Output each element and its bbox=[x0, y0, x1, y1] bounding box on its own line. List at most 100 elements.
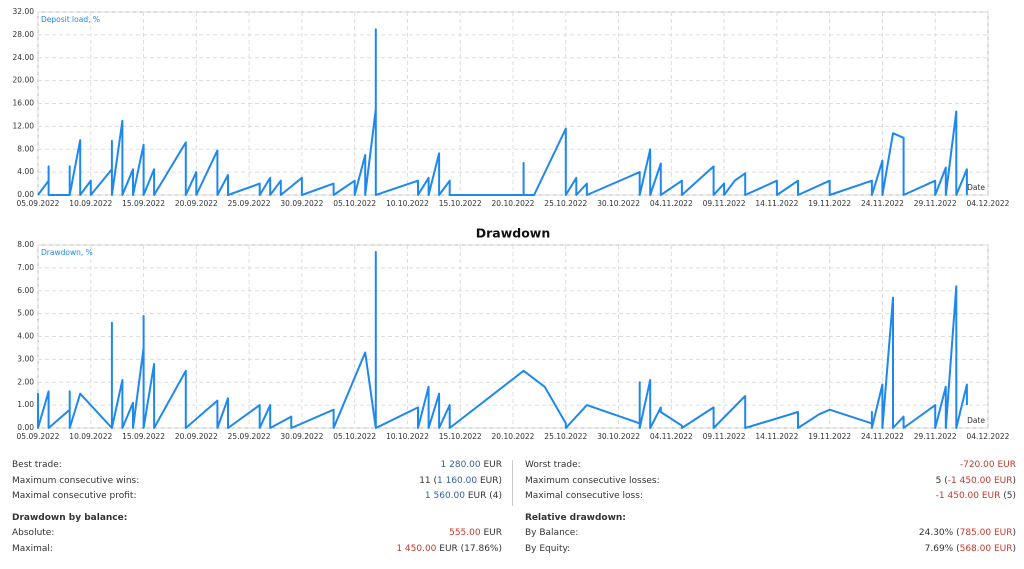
x-tick-label: 30.10.2022 bbox=[597, 199, 640, 208]
x-tick-label: 20.09.2022 bbox=[175, 199, 218, 208]
x-tick-label: 29.11.2022 bbox=[914, 199, 957, 208]
y-tick-label: 4.00 bbox=[17, 167, 34, 176]
x-tick-label: 04.11.2022 bbox=[650, 199, 693, 208]
stat-value-part: ) bbox=[1012, 543, 1016, 554]
stat-value: 24.30% (785.00 EUR) bbox=[919, 526, 1016, 542]
stats: Best trade: 1 280.00 EUR Maximum consecuti… bbox=[0, 458, 1024, 569]
x-tick-label: 30.09.2022 bbox=[280, 432, 323, 441]
section-heading: Drawdown by balance: bbox=[12, 512, 128, 523]
stat-label: Worst trade: bbox=[525, 460, 581, 470]
x-tick-label: 30.10.2022 bbox=[597, 432, 640, 441]
stat-row: By Equity: 7.69% (568.00 EUR) bbox=[525, 542, 1016, 558]
chart-title: Drawdown bbox=[476, 226, 551, 241]
x-tick-label: 19.11.2022 bbox=[808, 432, 851, 441]
stat-label: Maximum consecutive wins: bbox=[12, 475, 140, 486]
divider bbox=[512, 460, 513, 506]
y-tick-label: 16.00 bbox=[13, 99, 35, 108]
x-tick-label: 04.12.2022 bbox=[967, 199, 1010, 208]
stat-value-part: EUR (17.86%) bbox=[436, 543, 502, 554]
stat-value: 1 560.00 EUR (4) bbox=[425, 489, 502, 505]
x-axis-label: Date bbox=[967, 183, 985, 192]
stat-value-part: EUR (4) bbox=[465, 491, 502, 501]
stat-row: Maximum consecutive wins: 11 (1 160.00 EU… bbox=[12, 474, 502, 490]
x-tick-label: 09.11.2022 bbox=[703, 199, 746, 208]
stat-value: 5 (-1 450.00 EUR) bbox=[936, 474, 1016, 490]
stat-label: By Equity: bbox=[525, 543, 571, 554]
y-tick-label: 8.00 bbox=[17, 144, 34, 153]
x-tick-label: 19.11.2022 bbox=[808, 199, 851, 208]
x-tick-label: 10.09.2022 bbox=[69, 432, 112, 441]
x-tick-label: 29.11.2022 bbox=[914, 432, 957, 441]
x-tick-label: 04.11.2022 bbox=[650, 432, 693, 441]
stat-row: Maximal consecutive profit: 1 560.00 EUR … bbox=[12, 489, 502, 505]
x-tick-label: 09.11.2022 bbox=[703, 432, 746, 441]
stat-value-part: 11 ( bbox=[419, 475, 438, 486]
x-tick-label: 20.10.2022 bbox=[492, 199, 535, 208]
x-tick-label: 30.09.2022 bbox=[280, 199, 323, 208]
x-tick-label: 20.10.2022 bbox=[492, 432, 535, 441]
stat-label: Best trade: bbox=[12, 460, 62, 470]
stat-value-part: -1 450.00 EUR bbox=[947, 475, 1013, 486]
y-tick-label: 32.00 bbox=[13, 7, 35, 16]
y-tick-label: 12.00 bbox=[13, 121, 35, 130]
stat-value: -720.00 EUR bbox=[960, 458, 1016, 474]
y-tick-label: 28.00 bbox=[13, 30, 35, 39]
stat-value-part: -720.00 EUR bbox=[959, 460, 1016, 470]
stat-value: 7.69% (568.00 EUR) bbox=[925, 542, 1016, 558]
stat-label: Maximum consecutive losses: bbox=[525, 475, 660, 486]
y-tick-label: 0.00 bbox=[17, 190, 34, 199]
y-axis-label: Deposit load, % bbox=[41, 15, 100, 24]
stat-value: 1 280.00 EUR bbox=[441, 458, 502, 474]
x-tick-label: 15.10.2022 bbox=[439, 199, 482, 208]
stat-row: Best trade: 1 280.00 EUR bbox=[12, 458, 502, 474]
stat-row: By Balance: 24.30% (785.00 EUR) bbox=[525, 526, 1016, 542]
stat-value-part: ) bbox=[1012, 528, 1016, 538]
x-tick-label: 10.10.2022 bbox=[386, 199, 429, 208]
x-tick-label: 05.09.2022 bbox=[17, 432, 60, 441]
stat-value: 11 (1 160.00 EUR) bbox=[419, 474, 502, 490]
stat-value-part: -1 450.00 EUR bbox=[935, 491, 1001, 501]
stat-label: Maximal consecutive profit: bbox=[12, 491, 137, 501]
stat-value-part: 555.00 bbox=[449, 528, 481, 538]
x-tick-label: 05.09.2022 bbox=[17, 199, 60, 208]
x-tick-label: 14.11.2022 bbox=[755, 199, 798, 208]
stats-right: Worst trade: -720.00 EUR Maximum consecuti… bbox=[525, 458, 1016, 557]
stat-value-part: EUR bbox=[480, 528, 502, 538]
x-tick-label: 15.09.2022 bbox=[122, 432, 165, 441]
stat-row: Maximal consecutive loss: -1 450.00 EUR (… bbox=[525, 489, 1016, 505]
x-tick-label: 14.11.2022 bbox=[755, 432, 798, 441]
x-tick-label: 24.11.2022 bbox=[861, 432, 904, 441]
stat-value-part: (5) bbox=[1000, 491, 1016, 501]
stat-label: Maximal: bbox=[12, 543, 53, 554]
stat-row: Worst trade: -720.00 EUR bbox=[525, 458, 1016, 474]
x-tick-label: 10.10.2022 bbox=[386, 432, 429, 441]
y-tick-label: 3.00 bbox=[17, 354, 34, 363]
stat-value: 1 450.00 EUR (17.86%) bbox=[396, 542, 502, 558]
y-tick-label: 0.00 bbox=[17, 423, 34, 432]
y-tick-label: 6.00 bbox=[17, 286, 34, 295]
stat-row: Absolute: 555.00 EUR bbox=[12, 526, 502, 542]
stat-value-part: 24.30% ( bbox=[918, 528, 960, 538]
x-tick-label: 25.09.2022 bbox=[228, 432, 271, 441]
x-tick-label: 05.10.2022 bbox=[333, 432, 376, 441]
stat-value-part: 785.00 EUR bbox=[959, 528, 1013, 538]
y-tick-label: 8.00 bbox=[17, 240, 34, 249]
data-line bbox=[37, 250, 968, 429]
stat-label: By Balance: bbox=[525, 528, 579, 538]
x-tick-label: 05.10.2022 bbox=[333, 199, 376, 208]
y-tick-label: 20.00 bbox=[13, 76, 35, 85]
y-axis-label: Drawdown, % bbox=[41, 248, 93, 257]
stat-row: Maximum consecutive losses: 5 (-1 450.00 … bbox=[525, 474, 1016, 490]
x-tick-label: 25.10.2022 bbox=[544, 432, 587, 441]
section-heading: Relative drawdown: bbox=[525, 512, 626, 523]
x-tick-label: 25.10.2022 bbox=[544, 199, 587, 208]
stat-value-part: 1 160.00 bbox=[437, 475, 478, 486]
y-tick-label: 1.00 bbox=[17, 400, 34, 409]
x-tick-label: 15.10.2022 bbox=[439, 432, 482, 441]
stat-value-part: 7.69% ( bbox=[924, 543, 960, 554]
x-tick-label: 15.09.2022 bbox=[122, 199, 165, 208]
stat-value-part: 568.00 EUR bbox=[959, 543, 1013, 554]
y-tick-label: 4.00 bbox=[17, 332, 34, 341]
stats-left: Best trade: 1 280.00 EUR Maximum consecuti… bbox=[12, 458, 502, 557]
